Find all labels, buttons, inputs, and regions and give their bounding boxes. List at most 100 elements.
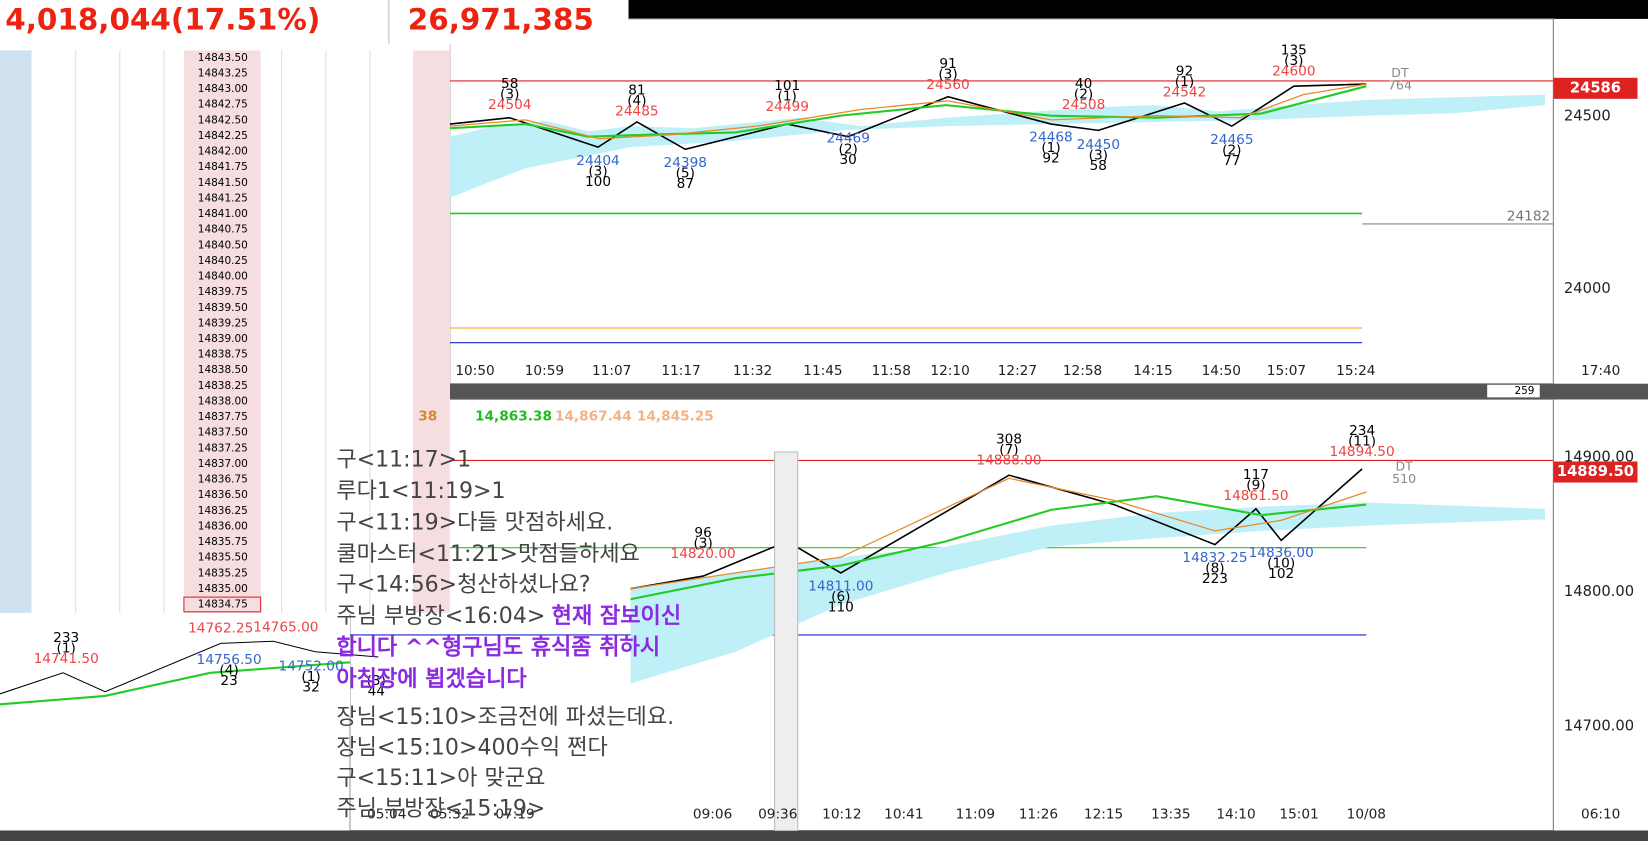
annotation: 92 [1042,151,1059,167]
ladder-price: 14838.00 [198,395,248,407]
annotation: 24404 [576,153,619,169]
side-label: 24182 [1507,209,1550,225]
chat-scrollbar[interactable] [774,451,799,832]
time-label: 10:50 [455,363,494,379]
time-label: 05:04 [367,807,406,823]
annotation: (3) [938,67,957,83]
ladder-price: 14837.75 [198,411,248,423]
annotation: (3) [588,163,607,179]
ladder-price: 14840.50 [198,239,248,251]
chat-highlight: 현재 잠보이신 [552,604,681,629]
annotation: 77 [1223,153,1240,169]
annotation: (1) [301,669,320,685]
chat-line: 구<14:56>청산하셨나요? [336,573,590,598]
annotation: 233 [53,630,79,646]
time-label: 12:58 [1063,363,1102,379]
annotation: 14894.50 [1330,444,1395,460]
time-label: 06:10 [1581,807,1620,823]
time-label: 14:10 [1216,807,1255,823]
top-chart-panel [449,18,1554,385]
ladder-price: 14837.00 [198,458,248,470]
chat-line: 루다1<11:19>1 [336,479,505,504]
annotation: 308 [996,431,1022,447]
chat-line: 구<11:17>1 [336,447,471,472]
ladder-price: 14835.75 [198,536,248,548]
time-label: 12:27 [998,363,1037,379]
top-bar [628,0,1648,19]
ladder-price: 14836.75 [198,474,248,486]
zigzag [0,640,379,695]
annotation: 24504 [488,97,531,113]
ladder-price: 14841.75 [198,161,248,173]
annotation: 92 [1176,63,1193,79]
moving-average [630,477,1367,590]
time-label: 17:40 [1581,363,1620,379]
chat-line: 주님 부방장<15:19> [336,796,545,821]
ladder-price: 14839.75 [198,286,248,298]
annotation: (1) [1041,140,1060,156]
legend-value: 14,867.44 [555,408,632,424]
annotation: (11) [1348,434,1376,450]
ladder-price: 14836.25 [198,505,248,517]
ladder-price: 14839.25 [198,317,248,329]
ladder-price: 14838.75 [198,349,248,361]
annotation: 14836.00 [1249,545,1314,561]
dt-label: 764 [1388,78,1412,93]
ladder-price: 14840.75 [198,224,248,236]
scrollbar [449,383,1648,400]
annotation: (2) [838,141,857,157]
annotation: (2) [1222,142,1241,158]
moving-average [449,83,1367,140]
chat-highlight: 합니다 ^^형구님도 휴식좀 취하시 [336,635,660,661]
chat-line: 장님<15:10>400수익 쩐다 [336,735,607,760]
dt-label: 510 [1392,471,1416,486]
y-tick-label: 14900.00 [1564,448,1634,465]
annotation: 24398 [664,155,707,171]
ladder-price: 14836.00 [198,520,248,532]
ladder-price: 14841.50 [198,177,248,189]
ladder-price: 14838.25 [198,380,248,392]
header-panel [0,0,629,45]
annotation: 23 [220,673,237,689]
annotation: 24465 [1210,132,1253,148]
ladder-price: 14842.00 [198,146,248,158]
annotation: 30 [839,152,856,168]
chat-line: 구<11:19>다들 맛점하세요. [336,511,613,536]
ladder-price: 14843.50 [198,52,248,64]
y-tick-label: 24500 [1564,108,1611,125]
ladder-column [413,50,450,613]
annotation: 14820.00 [671,546,736,562]
annotation: (4) [219,663,238,679]
ladder-price: 14838.50 [198,364,248,376]
time-label: 11:58 [872,363,911,379]
annotation: 14756.50 [197,652,262,668]
annotation: 223 [1202,571,1228,587]
ladder-price: 14834.75 [198,599,248,611]
annotation: 234 [1349,423,1375,439]
annotation: (7) [999,442,1018,458]
time-label: 09:06 [693,807,732,823]
annotation: 102 [1268,566,1294,582]
time-label: 15:24 [1336,363,1375,379]
zoom-box[interactable] [1487,384,1540,398]
annotation: (3) [1089,148,1108,164]
annotation: 24508 [1062,97,1105,113]
legend-value: 14,863.38 [475,408,552,424]
annotation: 96 [694,525,711,541]
annotation: (5) [676,165,695,181]
time-label: 11:07 [592,363,631,379]
annotation: 14832.25 [1182,550,1247,566]
ladder-price: 14835.25 [198,567,248,579]
annotation: 32 [302,680,319,696]
y-tick-label: 14700.00 [1564,717,1634,734]
annotation: 24542 [1163,85,1206,101]
annotation: 14888.00 [976,452,1041,468]
annotation: 24468 [1029,130,1072,146]
annotation: 110 [828,600,854,616]
time-label: 14:50 [1202,363,1241,379]
zoom-value: 259 [1514,385,1534,397]
annotation: 24560 [926,77,969,93]
chat-line: 쿨마스터<11:21>맛점들하세요 [336,542,639,567]
